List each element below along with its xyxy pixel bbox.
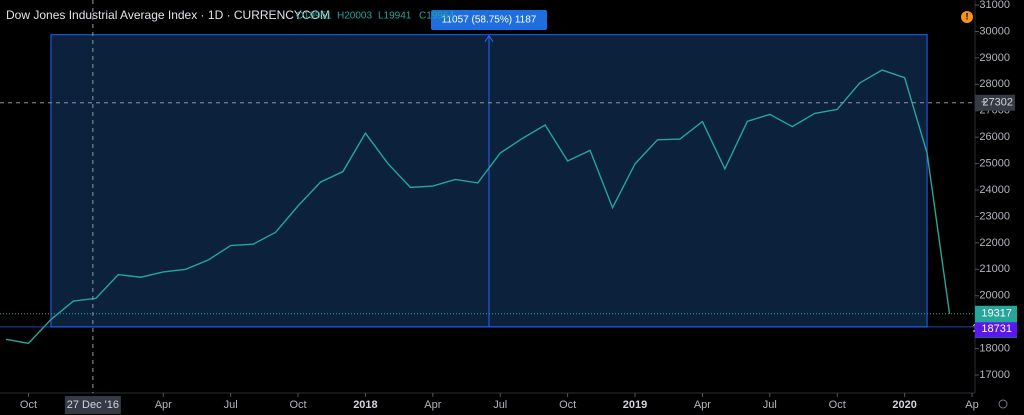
x-tick-label: Oct <box>829 399 846 411</box>
ohlc-open: O19951 <box>296 11 332 22</box>
alert-icon-glyph: ! <box>966 11 969 21</box>
ohlc-low: L19941 <box>378 11 412 22</box>
y-tick-label: 18000 <box>979 343 1010 355</box>
measure-tooltip <box>431 10 547 30</box>
ohlc-high: H20003 <box>337 11 372 22</box>
x-tick-label: Jul <box>763 399 777 411</box>
low-marker-badge <box>975 322 1017 338</box>
y-tick-label: 24000 <box>979 184 1010 196</box>
y-tick-label: 31000 <box>979 0 1010 11</box>
measure-arrowhead <box>484 34 494 42</box>
x-tick-label: Apr <box>424 399 441 411</box>
measure-label: 11057 (58.75%) 1187 <box>442 15 537 26</box>
last-price-label: 19317 <box>981 308 1012 320</box>
y-tick-label: 20000 <box>979 290 1010 302</box>
y-tick-label: 29000 <box>979 52 1010 64</box>
low-marker-label: 18731 <box>981 323 1012 335</box>
y-tick-label: 22000 <box>979 237 1010 249</box>
x-tick-label: Apr <box>155 399 172 411</box>
x-tick-label: 2019 <box>623 399 647 411</box>
y-tick-label: 28000 <box>979 78 1010 90</box>
x-tick-label: Jul <box>493 399 507 411</box>
y-tick-label: 21000 <box>979 263 1010 275</box>
y-tick-label: 17000 <box>979 369 1010 381</box>
plot-area: 11057 (58.75%) 1187 <box>0 10 975 345</box>
x-tick-label: Oct <box>289 399 306 411</box>
x-tick-label: Ap <box>965 399 978 411</box>
y-tick-label: 26000 <box>979 131 1010 143</box>
x-tick-label: Oct <box>559 399 576 411</box>
crosshair-y-label: 27302 <box>982 97 1013 109</box>
ohlc-close: C19964 <box>419 11 454 22</box>
x-tick-label: 2018 <box>353 399 377 411</box>
x-tick-label: Oct <box>20 399 37 411</box>
chart-title: Dow Jones Industrial Average Index · 1D … <box>6 8 330 22</box>
price-line <box>5 69 951 345</box>
crosshair-plus: + <box>981 97 987 109</box>
y-tick-label: 30000 <box>979 25 1010 37</box>
alert-icon[interactable] <box>961 11 973 23</box>
crosshair-y-badge <box>975 94 1015 111</box>
crosshair-x-label: 27 Dec '16 <box>67 399 119 411</box>
y-tick-label: 23000 <box>979 210 1010 222</box>
x-tick-label: Jul <box>224 399 238 411</box>
x-tick-label: 2020 <box>892 399 916 411</box>
x-tick-label: Apr <box>694 399 711 411</box>
y-tick-label: 25000 <box>979 158 1010 170</box>
crosshair-x-badge <box>64 396 121 414</box>
settings-icon[interactable] <box>998 399 1008 409</box>
